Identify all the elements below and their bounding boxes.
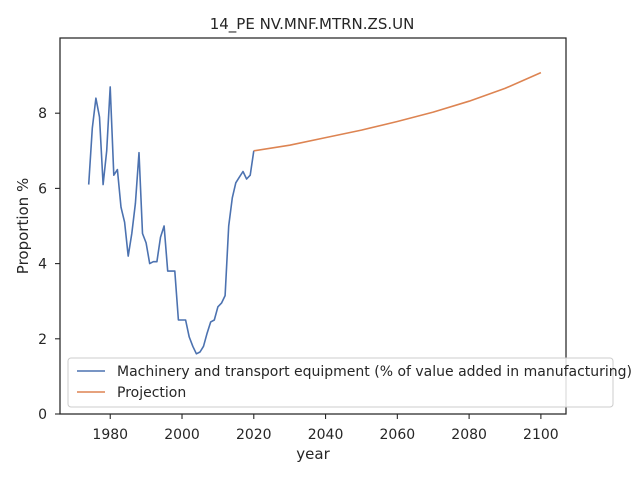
y-axis-label: Proportion % xyxy=(14,178,32,274)
y-tick-label: 8 xyxy=(38,106,47,122)
x-axis: 1980 2000 2020 2040 2060 2080 2100 xyxy=(92,414,559,443)
y-tick-label: 0 xyxy=(38,407,47,423)
y-tick-label: 6 xyxy=(38,181,47,197)
y-tick-label: 2 xyxy=(38,332,47,348)
legend-label-projection: Projection xyxy=(117,385,186,401)
y-tick-label: 4 xyxy=(38,257,47,273)
x-tick-label: 2040 xyxy=(308,427,344,443)
x-tick-label: 2020 xyxy=(236,427,272,443)
x-tick-label: 2060 xyxy=(380,427,416,443)
x-tick-label: 1980 xyxy=(92,427,128,443)
x-tick-label: 2000 xyxy=(164,427,200,443)
series-line-machinery xyxy=(87,86,255,355)
plot-frame xyxy=(59,37,567,415)
legend-label-machinery: Machinery and transport equipment (% of … xyxy=(117,364,632,380)
chart-title: 14_PE NV.MNF.MTRN.ZS.UN xyxy=(210,15,415,34)
series-layer xyxy=(87,71,542,355)
series-line-projection xyxy=(253,71,542,152)
x-axis-label: year xyxy=(296,445,330,463)
x-tick-label: 2080 xyxy=(451,427,487,443)
legend: Machinery and transport equipment (% of … xyxy=(67,357,632,408)
y-axis: 0 2 4 6 8 xyxy=(38,106,60,423)
x-tick-label: 2100 xyxy=(523,427,559,443)
legend-box xyxy=(67,357,614,408)
